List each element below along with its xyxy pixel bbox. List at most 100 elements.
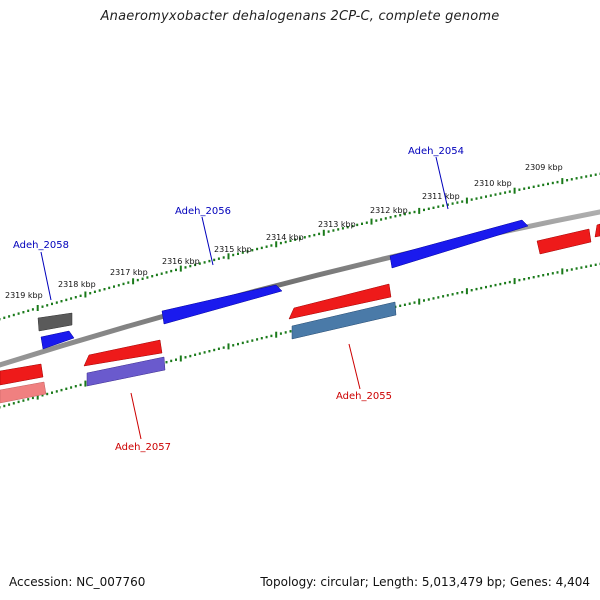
label-adeh-2058[interactable]: Adeh_2058 bbox=[13, 240, 69, 251]
outer-scale-minor-tick bbox=[470, 198, 473, 201]
outer-scale-minor-tick bbox=[79, 294, 82, 297]
label-adeh-2055[interactable]: Adeh_2055 bbox=[336, 391, 392, 402]
inner-scale-minor-tick bbox=[232, 344, 235, 347]
outer-scale-minor-tick bbox=[189, 264, 192, 268]
scale-label-2316: 2316 kbp bbox=[162, 257, 200, 266]
outer-scale-major-tick bbox=[275, 241, 278, 248]
inner-scale-minor-tick bbox=[518, 278, 521, 282]
outer-scale-major-tick bbox=[227, 253, 230, 260]
outer-scale-minor-tick bbox=[65, 298, 68, 302]
outer-scale-minor-tick bbox=[480, 196, 483, 199]
gene-adeh-2058[interactable] bbox=[40, 330, 75, 350]
outer-scale-minor-tick bbox=[289, 239, 292, 242]
accession-text: Accession: NC_007760 bbox=[9, 575, 146, 589]
outer-scale-minor-tick bbox=[213, 258, 216, 262]
inner-scale-minor-tick bbox=[198, 352, 201, 355]
outer-scale-minor-tick bbox=[408, 211, 411, 215]
inner-scale-minor-tick bbox=[423, 299, 425, 302]
inner-scale-minor-tick bbox=[470, 289, 473, 292]
inner-scale-minor-tick bbox=[451, 293, 454, 296]
inner-scale-major-tick bbox=[561, 268, 564, 275]
label-adeh-2054[interactable]: Adeh_2054 bbox=[408, 146, 464, 157]
scale-label-2309: 2309 kbp bbox=[525, 163, 563, 172]
inner-scale-minor-tick bbox=[589, 264, 592, 267]
gene-adeh-2055-a[interactable] bbox=[288, 283, 392, 320]
outer-scale-minor-tick bbox=[237, 252, 239, 255]
outer-scale-minor-tick bbox=[303, 236, 306, 239]
inner-scale-minor-tick bbox=[270, 334, 273, 338]
outer-scale-minor-tick bbox=[580, 176, 583, 179]
outer-scale-minor-tick bbox=[566, 179, 569, 182]
outer-scale-minor-tick bbox=[208, 259, 211, 263]
gene-adeh-2054[interactable] bbox=[389, 219, 529, 269]
leader-adeh-2054 bbox=[435, 156, 449, 210]
inner-scale-minor-tick bbox=[17, 400, 20, 404]
outer-scale-minor-tick bbox=[60, 300, 63, 303]
outer-scale-minor-tick bbox=[122, 282, 125, 286]
gene-adeh-2058-pseudo[interactable] bbox=[37, 312, 73, 332]
inner-scale-minor-tick bbox=[31, 396, 34, 400]
inner-scale-minor-tick bbox=[523, 278, 526, 281]
inner-scale-minor-tick bbox=[184, 356, 187, 359]
outer-scale-minor-tick bbox=[55, 301, 58, 304]
outer-scale-minor-tick bbox=[251, 249, 254, 252]
outer-scale-minor-tick bbox=[551, 181, 554, 185]
outer-scale-minor-tick bbox=[265, 245, 268, 248]
scale-label-2314: 2314 kbp bbox=[266, 233, 304, 242]
inner-scale-minor-tick bbox=[260, 337, 263, 340]
outer-scale-minor-tick bbox=[108, 286, 111, 290]
outer-scale-minor-tick bbox=[151, 275, 154, 278]
genome-summary-text: Topology: circular; Length: 5,013,479 bp… bbox=[260, 575, 590, 589]
inner-scale-major-tick bbox=[84, 380, 87, 387]
inner-scale-minor-tick bbox=[265, 335, 268, 339]
reverse-genes bbox=[0, 223, 600, 404]
inner-scale-minor-tick bbox=[542, 274, 545, 277]
outer-scale-minor-tick bbox=[461, 200, 464, 203]
outer-scale-minor-tick bbox=[356, 223, 359, 227]
inner-scale-minor-tick bbox=[480, 286, 483, 290]
inner-scale-minor-tick bbox=[575, 267, 578, 270]
inner-scale-minor-tick bbox=[51, 391, 53, 394]
outer-scale-minor-tick bbox=[508, 190, 511, 193]
leader-adeh-2056 bbox=[201, 216, 214, 266]
label-adeh-2056[interactable]: Adeh_2056 bbox=[175, 206, 231, 217]
inner-scale-minor-tick bbox=[3, 404, 6, 408]
label-adeh-2057[interactable]: Adeh_2057 bbox=[115, 442, 171, 453]
gene-right-edge-2[interactable] bbox=[594, 223, 600, 238]
outer-scale-minor-tick bbox=[246, 250, 249, 253]
gene-adeh-2056[interactable] bbox=[161, 284, 283, 325]
outer-scale-minor-tick bbox=[504, 191, 507, 194]
gene-adeh-2057-b[interactable] bbox=[86, 356, 166, 387]
inner-scale-minor-tick bbox=[203, 351, 206, 354]
outer-scale-minor-tick bbox=[589, 174, 592, 177]
outer-scale-minor-tick bbox=[556, 180, 559, 184]
outer-scale-minor-tick bbox=[12, 313, 15, 317]
outer-scale-major-tick bbox=[561, 178, 564, 185]
outer-scale-minor-tick bbox=[532, 185, 535, 188]
outer-scale-minor-tick bbox=[365, 221, 368, 224]
inner-scale-minor-tick bbox=[284, 331, 287, 334]
outer-scale-minor-tick bbox=[22, 311, 25, 314]
gene-adeh-2057-a[interactable] bbox=[83, 339, 163, 367]
outer-scale-minor-tick bbox=[384, 217, 387, 220]
gene-left-edge-2[interactable] bbox=[0, 381, 47, 404]
inner-scale-minor-tick bbox=[403, 303, 406, 306]
inner-scale-minor-tick bbox=[437, 296, 440, 299]
outer-scale-minor-tick bbox=[165, 271, 168, 274]
outer-scale-minor-tick bbox=[41, 305, 44, 308]
outer-scale-minor-tick bbox=[389, 216, 392, 219]
gene-left-edge-1[interactable] bbox=[0, 363, 44, 386]
scale-label-2313: 2313 kbp bbox=[318, 220, 356, 229]
outer-scale-minor-tick bbox=[222, 256, 225, 259]
outer-scale-major-tick bbox=[513, 187, 516, 194]
inner-scale-minor-tick bbox=[189, 354, 192, 358]
outer-scale-minor-tick bbox=[399, 214, 402, 217]
gene-adeh-2055-b[interactable] bbox=[291, 301, 397, 340]
outer-scale-minor-tick bbox=[523, 187, 526, 190]
outer-scale-minor-tick bbox=[537, 184, 540, 187]
inner-scale-minor-tick bbox=[408, 302, 411, 305]
inner-scale-minor-tick bbox=[65, 387, 68, 390]
inner-scale-minor-tick bbox=[22, 399, 25, 402]
inner-scale-minor-tick bbox=[537, 275, 540, 278]
gene-right-edge-1[interactable] bbox=[536, 228, 592, 255]
